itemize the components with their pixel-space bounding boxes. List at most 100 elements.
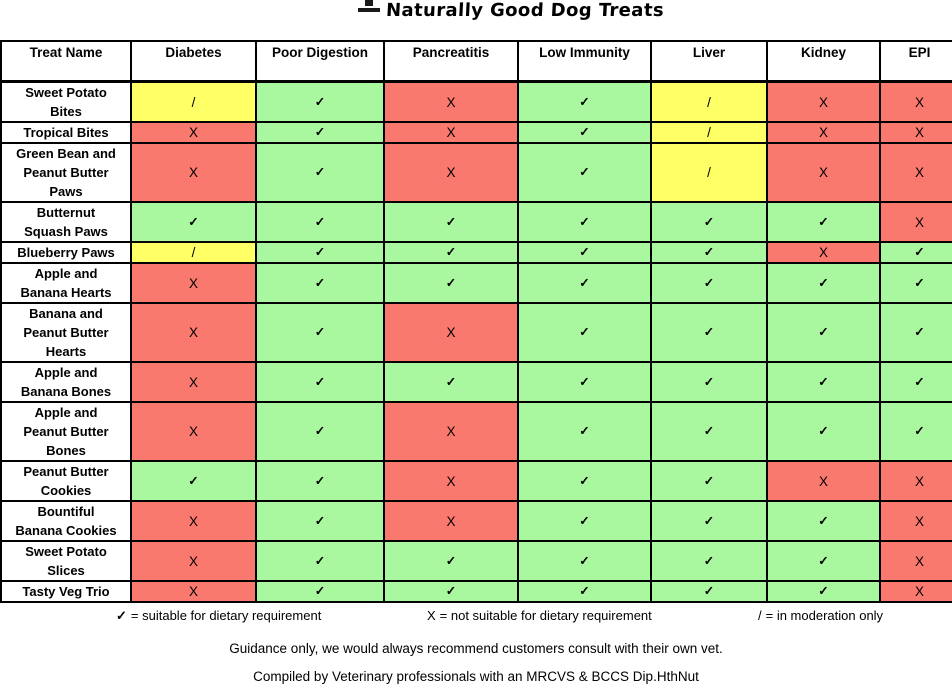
status-cell: X (383, 80, 519, 123)
column-header-low-immunity: Low Immunity (517, 40, 652, 83)
status-cell: ✓ (383, 580, 519, 603)
status-cell: ✓ (879, 241, 952, 264)
status-cell: X (879, 80, 952, 123)
status-cell: ✓ (766, 540, 881, 582)
status-cell: ✓ (766, 201, 881, 243)
status-cell: X (130, 361, 257, 403)
table-row: Apple and Banana Bones X ✓ ✓ ✓ ✓ ✓ ✓ (0, 361, 952, 403)
legend: ✓ = suitable for dietary requirement X = no… (0, 606, 952, 628)
status-cell: ✓ (517, 302, 652, 363)
logo-mark-icon (358, 0, 381, 12)
status-cell: ✓ (650, 540, 768, 582)
status-cell: X (766, 121, 881, 144)
status-cell: X (383, 500, 519, 542)
guidance-note: Guidance only, we would always recommend… (229, 641, 723, 656)
status-cell: X (383, 142, 519, 203)
treat-name-cell: Apple and Peanut Butter Bones (0, 401, 132, 462)
status-cell: X (130, 540, 257, 582)
legend-symbol: / (758, 608, 762, 623)
status-cell: ✓ (255, 201, 385, 243)
brand-header: Naturally Good Dog Treats (0, 0, 952, 40)
status-cell: ✓ (650, 262, 768, 304)
treat-name-cell: Blueberry Paws (0, 241, 132, 264)
status-cell: ✓ (255, 241, 385, 264)
treat-name-cell: Green Bean and Peanut Butter Paws (0, 142, 132, 203)
status-cell: X (383, 401, 519, 462)
column-header-treat-name: Treat Name (0, 40, 132, 83)
status-cell: ✓ (766, 361, 881, 403)
compiled-note: Compiled by Veterinary professionals wit… (253, 669, 699, 684)
treat-name-cell: Bountiful Banana Cookies (0, 500, 132, 542)
status-cell: ✓ (879, 302, 952, 363)
status-cell: ✓ (650, 241, 768, 264)
status-cell: ✓ (766, 500, 881, 542)
brand-title: Naturally Good Dog Treats (385, 0, 665, 21)
table-row: Butternut Squash Paws ✓ ✓ ✓ ✓ ✓ ✓ X (0, 201, 952, 243)
status-cell: X (383, 121, 519, 144)
status-cell: X (879, 500, 952, 542)
legend-item: ✓ = suitable for dietary requirement (116, 608, 321, 624)
status-cell: ✓ (517, 80, 652, 123)
status-cell: ✓ (517, 460, 652, 502)
status-cell: ✓ (650, 401, 768, 462)
column-header-diabetes: Diabetes (130, 40, 257, 83)
logo-stem (365, 0, 374, 6)
status-cell: ✓ (517, 142, 652, 203)
status-cell: X (766, 460, 881, 502)
table-row: Apple and Banana Hearts X ✓ ✓ ✓ ✓ ✓ ✓ (0, 262, 952, 304)
status-cell: X (879, 121, 952, 144)
status-cell: X (130, 580, 257, 603)
status-cell: ✓ (383, 201, 519, 243)
status-cell: ✓ (879, 401, 952, 462)
status-cell: ✓ (650, 302, 768, 363)
treat-name-cell: Tropical Bites (0, 121, 132, 144)
table-row: Blueberry Paws / ✓ ✓ ✓ ✓ X ✓ (0, 241, 952, 264)
table-row: Tasty Veg Trio X ✓ ✓ ✓ ✓ ✓ X (0, 580, 952, 603)
status-cell: ✓ (383, 540, 519, 582)
status-cell: X (879, 580, 952, 603)
treat-name-cell: Banana and Peanut Butter Hearts (0, 302, 132, 363)
status-cell: ✓ (517, 121, 652, 144)
status-cell: X (879, 460, 952, 502)
status-cell: ✓ (255, 500, 385, 542)
table-container: Treat Name Diabetes Poor Digestion Pancreat… (0, 40, 952, 603)
status-cell: X (766, 241, 881, 264)
status-cell: / (650, 121, 768, 144)
status-cell: ✓ (879, 361, 952, 403)
status-cell: ✓ (383, 241, 519, 264)
treat-name-cell: Sweet Potato Slices (0, 540, 132, 582)
status-cell: X (383, 460, 519, 502)
column-header-liver: Liver (650, 40, 768, 83)
status-cell: ✓ (517, 580, 652, 603)
status-cell: ✓ (255, 361, 385, 403)
status-cell: ✓ (255, 580, 385, 603)
column-header-pancreatitis: Pancreatitis (383, 40, 519, 83)
treat-name-cell: Apple and Banana Hearts (0, 262, 132, 304)
status-cell: ✓ (517, 201, 652, 243)
status-cell: ✓ (255, 401, 385, 462)
treat-name-cell: Peanut Butter Cookies (0, 460, 132, 502)
status-cell: ✓ (766, 580, 881, 603)
status-cell: ✓ (879, 262, 952, 304)
status-cell: ✓ (255, 302, 385, 363)
status-cell: X (130, 302, 257, 363)
status-cell: ✓ (383, 361, 519, 403)
header-row: Treat Name Diabetes Poor Digestion Pancreat… (0, 40, 952, 83)
status-cell: ✓ (517, 540, 652, 582)
status-cell: ✓ (517, 262, 652, 304)
status-cell: ✓ (650, 500, 768, 542)
legend-item: / = in moderation only (758, 608, 883, 623)
status-cell: ✓ (517, 500, 652, 542)
treat-name-cell: Sweet Potato Bites (0, 80, 132, 123)
status-cell: ✓ (517, 241, 652, 264)
treat-suitability-table: Treat Name Diabetes Poor Digestion Pancreat… (0, 40, 952, 603)
table-row: Bountiful Banana Cookies X ✓ X ✓ ✓ ✓ X (0, 500, 952, 542)
status-cell: ✓ (650, 460, 768, 502)
table-row: Sweet Potato Slices X ✓ ✓ ✓ ✓ ✓ X (0, 540, 952, 582)
status-cell: X (130, 121, 257, 144)
status-cell: X (383, 302, 519, 363)
status-cell: ✓ (650, 580, 768, 603)
status-cell: X (130, 500, 257, 542)
treat-name-cell: Tasty Veg Trio (0, 580, 132, 603)
